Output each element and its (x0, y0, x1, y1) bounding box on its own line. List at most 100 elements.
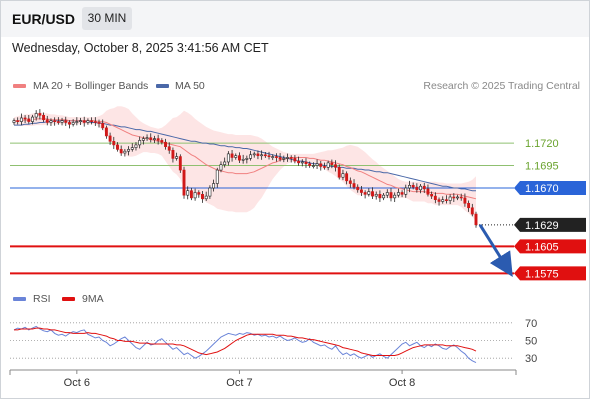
candle-body-up (186, 190, 190, 196)
level-tag-text-1.1670: 1.1670 (525, 183, 559, 195)
candle-body-up (215, 169, 219, 184)
candle (90, 117, 94, 125)
candle (130, 143, 134, 152)
candle (448, 194, 452, 205)
candle (19, 113, 23, 126)
candle-body-down (101, 123, 105, 129)
candle (45, 115, 49, 126)
instrument-symbol[interactable]: EUR/USD (12, 11, 76, 27)
candle-body-down (90, 120, 94, 122)
candle-body-up (71, 122, 75, 125)
candle (215, 167, 219, 188)
candle-body-up (234, 155, 238, 158)
candle-body-down (334, 164, 338, 168)
candle (315, 159, 319, 170)
forecast-arrow (478, 224, 513, 277)
candle-body-down (53, 120, 57, 122)
candle (223, 157, 227, 168)
candle-body-up (86, 120, 90, 123)
rsi-panel: 70 50 30 (10, 318, 537, 365)
ma50-line (14, 120, 476, 192)
candle-body-down (319, 163, 323, 167)
candle-body-up (134, 144, 138, 148)
candle (337, 164, 341, 180)
timeframe-chip[interactable]: 30 MIN (82, 7, 132, 30)
candle-body-down (426, 188, 430, 195)
candle (56, 117, 60, 125)
rsi-legend-label: RSI (33, 293, 51, 305)
candle (201, 190, 204, 203)
candle (42, 112, 46, 123)
candle-body-up (374, 194, 378, 197)
candle-body-down (437, 199, 441, 202)
candle-body-down (348, 180, 352, 184)
candle (234, 153, 238, 160)
level-tag-1.1629 (514, 217, 586, 232)
candle (182, 166, 186, 199)
candle-body-down (444, 199, 448, 201)
candle (149, 133, 153, 143)
candle-body-up (204, 195, 208, 200)
candle-body-down (304, 161, 308, 165)
candle-body-down (356, 186, 360, 191)
candle (219, 161, 223, 173)
candle (470, 203, 474, 217)
candle-body-up (175, 156, 179, 159)
candle (123, 148, 127, 157)
candle (400, 190, 404, 198)
candle (53, 117, 57, 126)
candle-body-down (178, 156, 182, 171)
candle-body-up (441, 199, 445, 202)
candle (352, 179, 356, 190)
candle (12, 118, 16, 125)
candle-body-down (452, 196, 456, 199)
candle (245, 155, 249, 164)
candle-body-up (226, 153, 230, 163)
candle (408, 180, 411, 193)
candle-body-down (323, 166, 326, 168)
candle (186, 186, 190, 200)
candlesticks (12, 109, 478, 228)
candle-body-up (79, 120, 82, 122)
candle (75, 117, 79, 126)
candle-body-down (363, 192, 367, 195)
candle-body-down (112, 141, 116, 146)
candle-body-up (241, 158, 245, 161)
candle-body-down (23, 117, 27, 120)
candle-body-up (130, 147, 134, 150)
candle-body-down (97, 122, 101, 124)
ma20-legend-swatch (13, 84, 26, 88)
candle (389, 188, 393, 202)
candle-body-down (16, 120, 20, 122)
candle-body-down (182, 169, 186, 196)
candle (323, 162, 326, 170)
candle-body-down (459, 196, 463, 199)
candle (230, 150, 234, 162)
candle-body-down (38, 113, 42, 116)
candle (204, 191, 208, 202)
candle (371, 187, 374, 199)
candle-body-up (12, 120, 16, 123)
candle (112, 136, 116, 150)
candle (127, 146, 131, 156)
candle (319, 160, 323, 171)
candle (160, 138, 164, 145)
candle (274, 153, 278, 162)
candle (411, 182, 415, 190)
candle-body-up (249, 154, 252, 159)
candle (79, 117, 82, 126)
candle-body-down (167, 146, 171, 151)
candle (437, 197, 441, 206)
candle-body-up (34, 113, 38, 118)
candle-body-down (104, 127, 108, 137)
candle (444, 195, 448, 204)
candle (101, 119, 105, 131)
candle-body-down (345, 173, 349, 182)
candle (297, 156, 301, 166)
candle-body-up (127, 149, 131, 152)
candle-body-down (171, 149, 175, 159)
candle (67, 120, 71, 129)
candle (249, 150, 252, 161)
candle-body-down (42, 114, 46, 121)
candle (300, 159, 304, 167)
